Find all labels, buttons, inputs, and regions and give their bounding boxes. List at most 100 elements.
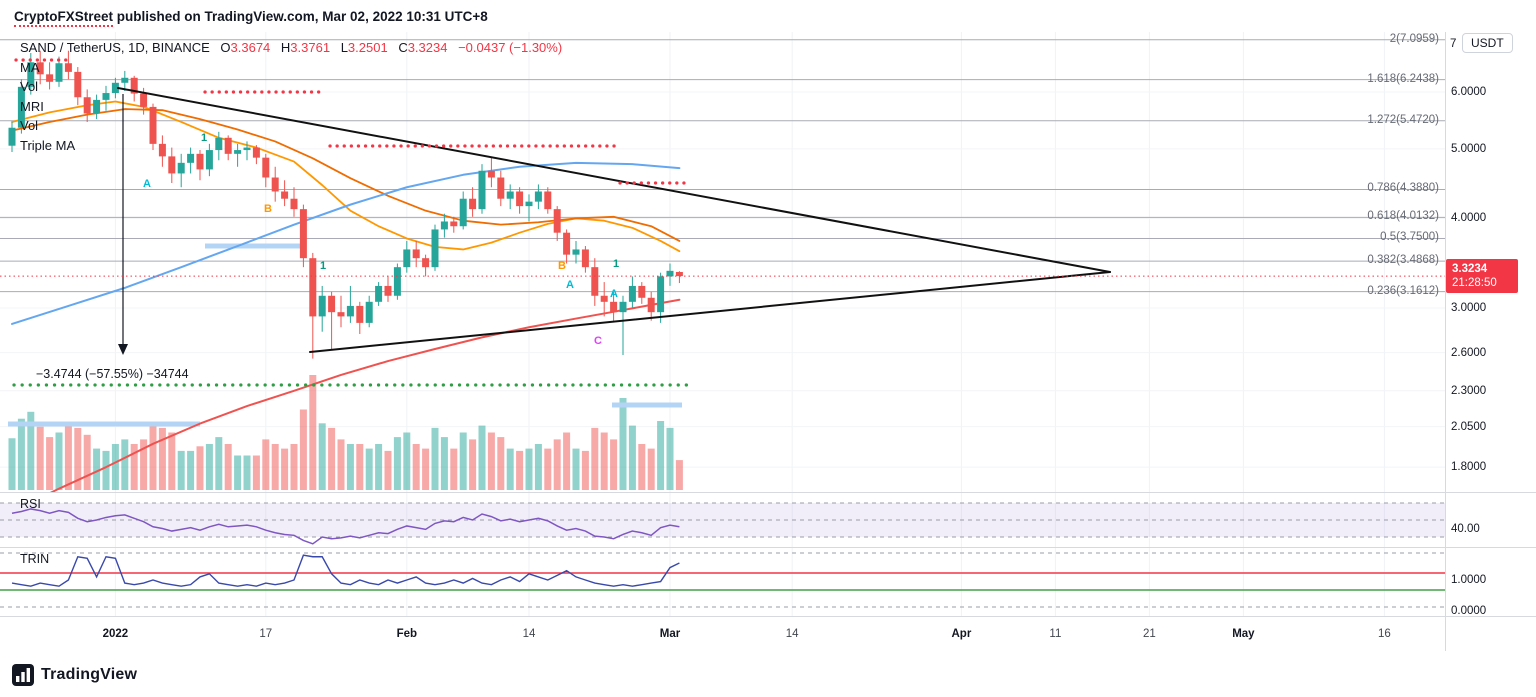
wave-label: A — [143, 178, 151, 190]
volume-bar — [74, 427, 82, 490]
price-axis-tick: 4.0000 — [1451, 212, 1487, 225]
volume-bar — [205, 444, 213, 490]
time-axis-tick: 17 — [259, 628, 273, 640]
fib-level-label: 0.382(3.4868) — [1367, 254, 1439, 267]
indicator-row[interactable]: Vol — [20, 118, 39, 133]
wave-label: B — [558, 260, 566, 272]
tradingview-logo-icon — [12, 664, 34, 686]
candle-body — [675, 271, 683, 277]
candle-body — [600, 295, 608, 302]
volume-bar — [149, 423, 157, 490]
candle-body — [177, 162, 185, 174]
candle-body — [215, 137, 223, 151]
price-axis[interactable] — [1446, 32, 1536, 651]
volume-bar — [657, 421, 665, 490]
triangle-trendline[interactable] — [117, 87, 1111, 273]
indicator-row[interactable]: MRI — [20, 98, 44, 114]
candle-body — [252, 147, 260, 158]
volume-bar — [46, 437, 54, 490]
candle-body — [412, 249, 420, 259]
time-axis-tick: 16 — [1377, 628, 1391, 640]
fib-level-label: 0.5(3.7500) — [1380, 231, 1439, 244]
rsi-pane-label[interactable]: RSI — [20, 497, 41, 511]
volume-bar — [262, 439, 270, 490]
candle-body — [469, 198, 477, 210]
fib-level-label: 2(7.0959) — [1389, 32, 1439, 45]
trin-pane-label[interactable]: TRIN — [20, 552, 50, 566]
candle-body — [36, 62, 44, 75]
volume-bar — [506, 448, 514, 490]
usdt-unit-button[interactable]: USDT — [1462, 33, 1513, 53]
time-axis[interactable] — [0, 617, 1445, 651]
volume-bar — [102, 450, 110, 490]
footer: TradingView — [12, 664, 137, 686]
ma-fast-orange — [11, 100, 681, 253]
time-axis-tick: Feb — [396, 628, 418, 640]
candle-body — [506, 191, 514, 199]
candle-body — [27, 62, 35, 87]
volume-bar — [440, 437, 448, 490]
wave-label: 1 — [612, 258, 620, 270]
candle-body — [328, 295, 336, 313]
volume-bar — [64, 423, 72, 490]
wave-label: A — [566, 279, 574, 291]
candle-body — [158, 143, 166, 157]
time-axis-tick: Apr — [951, 628, 972, 640]
indicator-row[interactable]: MA — [20, 59, 40, 75]
volume-bar — [553, 439, 561, 490]
current-price-badge: 3.3234 21:28:50 — [1446, 259, 1518, 294]
volume-bar — [177, 450, 185, 490]
volume-bar — [328, 427, 336, 490]
volume-bar — [384, 450, 392, 490]
candle-body — [534, 191, 542, 202]
candle-body — [647, 297, 655, 313]
candle-body — [64, 63, 72, 72]
symbol-name[interactable]: SAND / TetherUS, 1D, BINANCE — [20, 40, 210, 55]
indicator-row[interactable]: Vol — [20, 79, 39, 94]
volume-bar — [534, 444, 542, 490]
volume-bar — [187, 450, 195, 490]
volume-bar — [544, 448, 552, 490]
candle-body — [375, 285, 383, 302]
pane-separators — [0, 32, 1536, 651]
symbol-legend[interactable]: SAND / TetherUS, 1D, BINANCE O3.3674 H3.… — [20, 40, 562, 55]
fib-levels-layer — [0, 39, 1445, 293]
price-axis-tick: 1.8000 — [1451, 461, 1487, 474]
wave-label: C — [594, 335, 602, 347]
volume-bar — [290, 444, 298, 490]
volume-bar — [666, 427, 674, 490]
volume-bar — [346, 444, 354, 490]
volume-bar — [318, 423, 326, 490]
price-axis-tick: 6.0000 — [1451, 86, 1487, 98]
ma-slow-blue — [11, 161, 681, 325]
wave-label: 1 — [319, 260, 327, 272]
volume-bar — [525, 448, 533, 490]
triangle-trendline[interactable] — [309, 271, 1111, 353]
fib-level-label: 0.236(3.1612) — [1367, 284, 1439, 297]
fib-level-label: 1.272(5.4720) — [1367, 113, 1439, 126]
drawings-layer — [0, 58, 1445, 387]
candle-body — [591, 267, 599, 296]
volume-bar — [600, 432, 608, 490]
volume-bar — [309, 375, 317, 490]
volume-bar — [487, 432, 495, 490]
candle-body — [553, 209, 561, 233]
candle-body — [384, 285, 392, 296]
price-axis-top-tick: 7 — [1450, 38, 1457, 50]
candle-body — [619, 301, 627, 313]
volume-bar — [412, 444, 420, 490]
price-axis-tick: 2.3000 — [1451, 384, 1487, 397]
time-axis-tick: 14 — [522, 628, 536, 640]
tradingview-logo-text[interactable]: TradingView — [41, 666, 138, 683]
candle-body — [187, 153, 195, 163]
candle-body — [365, 301, 373, 323]
indicator-row[interactable]: Triple MA — [20, 137, 76, 153]
price-countdown: 21:28:50 — [1452, 277, 1497, 290]
candle-body — [271, 177, 279, 192]
candle-body — [459, 198, 467, 227]
time-axis-tick: 14 — [785, 628, 799, 640]
attribution-author: CryptoFXStreet — [14, 9, 114, 27]
